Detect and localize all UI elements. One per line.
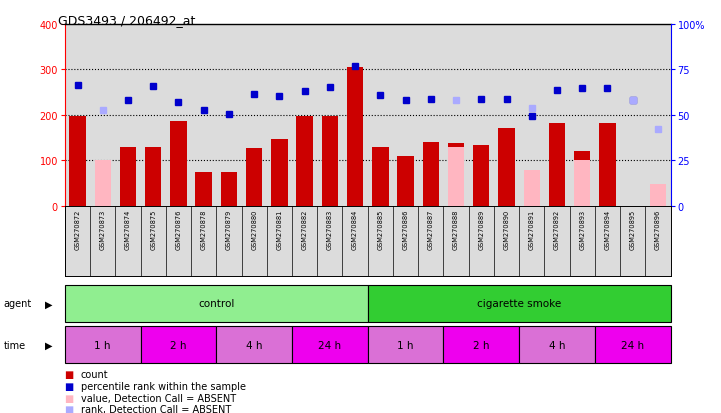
Text: GSM270896: GSM270896	[655, 209, 661, 249]
Bar	[246, 149, 262, 206]
Text: value, Detection Call = ABSENT: value, Detection Call = ABSENT	[81, 393, 236, 403]
Bar	[448, 144, 464, 206]
Text: ▶: ▶	[45, 340, 52, 350]
Bar	[145, 147, 162, 206]
Bar	[347, 68, 363, 206]
Text: GSM270875: GSM270875	[150, 209, 156, 249]
Text: GSM270893: GSM270893	[579, 209, 585, 249]
Text: percentile rank within the sample: percentile rank within the sample	[81, 381, 246, 391]
Bar	[574, 152, 590, 206]
Bar	[120, 147, 136, 206]
Text: ■: ■	[65, 404, 77, 413]
Text: GSM270881: GSM270881	[276, 209, 283, 249]
Bar	[599, 124, 616, 206]
Text: GSM270889: GSM270889	[478, 209, 485, 249]
Text: 4 h: 4 h	[549, 340, 565, 350]
Bar	[141, 326, 216, 363]
Text: 1 h: 1 h	[397, 340, 414, 350]
Bar	[519, 326, 595, 363]
Bar	[292, 326, 368, 363]
Bar	[69, 117, 86, 206]
Bar	[322, 117, 338, 206]
Text: GSM270894: GSM270894	[604, 209, 611, 249]
Text: GSM270872: GSM270872	[74, 209, 81, 249]
Bar	[170, 121, 187, 206]
Text: GSM270895: GSM270895	[629, 209, 636, 249]
Text: GSM270886: GSM270886	[402, 209, 409, 249]
Bar	[372, 147, 389, 206]
Text: GSM270891: GSM270891	[528, 209, 535, 249]
Text: 24 h: 24 h	[318, 340, 342, 350]
Bar	[65, 326, 141, 363]
Text: ■: ■	[65, 393, 77, 403]
Text: rank, Detection Call = ABSENT: rank, Detection Call = ABSENT	[81, 404, 231, 413]
Bar	[271, 139, 288, 206]
Text: GSM270890: GSM270890	[503, 209, 510, 249]
Bar	[574, 160, 590, 206]
Bar	[65, 285, 368, 322]
Bar	[549, 124, 565, 206]
Bar	[443, 326, 519, 363]
Text: ■: ■	[65, 381, 77, 391]
Bar	[650, 185, 666, 206]
Bar	[368, 326, 443, 363]
Bar	[216, 326, 292, 363]
Text: ■: ■	[65, 370, 77, 380]
Bar	[523, 171, 540, 206]
Bar	[368, 285, 671, 322]
Text: GSM270876: GSM270876	[175, 209, 182, 249]
Text: time: time	[4, 340, 26, 350]
Bar	[473, 145, 490, 206]
Bar	[448, 147, 464, 206]
Text: cigarette smoke: cigarette smoke	[477, 299, 561, 309]
Text: GSM270883: GSM270883	[327, 209, 333, 249]
Bar	[94, 161, 111, 206]
Text: GSM270879: GSM270879	[226, 209, 232, 249]
Text: GSM270873: GSM270873	[99, 209, 106, 249]
Bar	[397, 157, 414, 206]
Text: control: control	[198, 299, 234, 309]
Bar	[195, 173, 212, 206]
Text: GSM270888: GSM270888	[453, 209, 459, 249]
Text: agent: agent	[4, 299, 32, 309]
Text: count: count	[81, 370, 108, 380]
Bar	[221, 173, 237, 206]
Text: GSM270878: GSM270878	[200, 209, 207, 249]
Text: GSM270874: GSM270874	[125, 209, 131, 249]
Text: 2 h: 2 h	[473, 340, 490, 350]
Text: 1 h: 1 h	[94, 340, 111, 350]
Text: GSM270882: GSM270882	[301, 209, 308, 249]
Text: GDS3493 / 206492_at: GDS3493 / 206492_at	[58, 14, 195, 27]
Bar	[595, 326, 671, 363]
Bar	[423, 143, 439, 206]
Text: GSM270884: GSM270884	[352, 209, 358, 249]
Text: GSM270887: GSM270887	[428, 209, 434, 249]
Text: 24 h: 24 h	[621, 340, 645, 350]
Text: ▶: ▶	[45, 299, 52, 309]
Text: GSM270880: GSM270880	[251, 209, 257, 249]
Text: GSM270885: GSM270885	[377, 209, 384, 249]
Bar	[498, 128, 515, 206]
Text: 4 h: 4 h	[246, 340, 262, 350]
Text: GSM270892: GSM270892	[554, 209, 560, 249]
Text: 2 h: 2 h	[170, 340, 187, 350]
Bar	[296, 117, 313, 206]
